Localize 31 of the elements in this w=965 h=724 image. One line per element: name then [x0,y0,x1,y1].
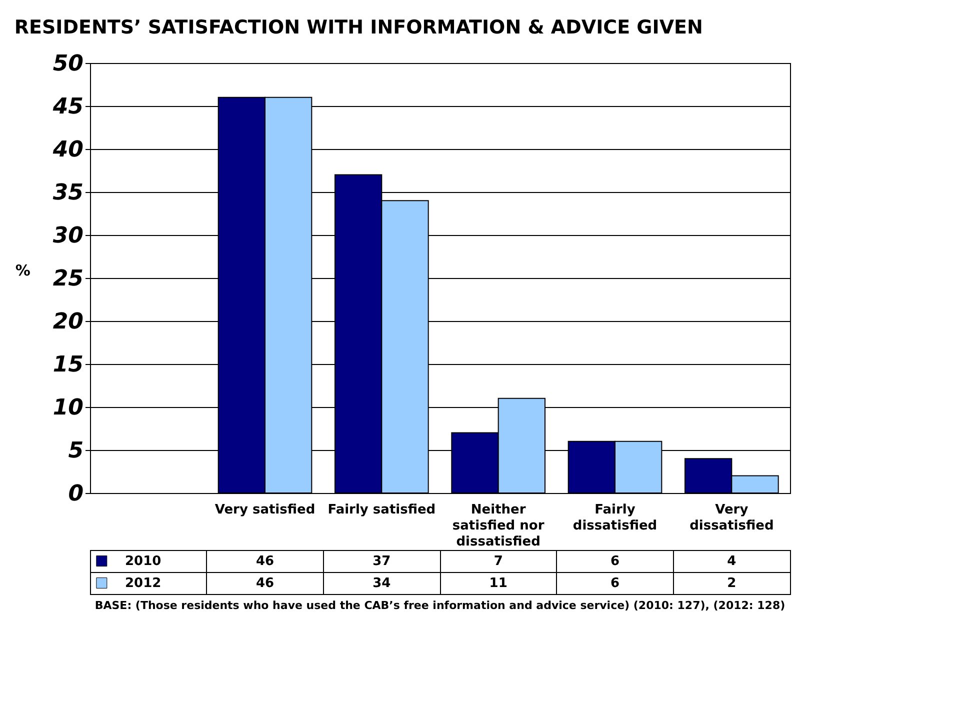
y-tick-label: 45 [52,94,84,120]
y-tick-label: 50 [52,52,84,76]
x-tick-label: Very dissatisfied [690,502,774,534]
x-tick-label: Fairly dissatisfied [572,502,658,534]
data-label: 2 [727,576,736,591]
y-tick-label: 40 [52,138,84,162]
x-tick-label: Neither satisfied nor dissatisfied [452,502,545,550]
data-label: 46 [256,554,274,569]
data-label: 4 [727,554,736,569]
y-tick-label: 0 [68,482,84,506]
y-tick-label: 25 [52,266,84,292]
legend-label: 2012 [125,576,162,591]
y-tick-label: 10 [52,396,84,420]
data-label: 6 [610,576,620,591]
data-label: 37 [372,554,391,569]
y-tick-label: 35 [52,180,84,206]
x-tick-label: Fairly satisfied [328,502,436,518]
x-tick-label: Very satisfied [214,502,316,518]
data-label: 6 [610,554,620,569]
y-axis-title: % [15,262,30,280]
legend-label: 2010 [125,554,162,569]
y-tick-label: 20 [52,310,84,334]
data-label: 11 [489,576,508,591]
y-tick-label: 30 [52,224,84,248]
y-tick-label: 5 [68,438,84,464]
text: BASE: (Those residents who have used the CAB’s free information and advice service) (2010: 127), (2012: 128) [94,599,786,612]
data-label: 7 [494,554,503,569]
y-tick-label: 15 [52,352,84,378]
chart-title: RESIDENTS’ SATISFACTION WITH INFORMATION & ADVICE GIVEN [14,16,703,38]
data-label: 34 [372,576,391,591]
data-label: 46 [256,576,274,591]
